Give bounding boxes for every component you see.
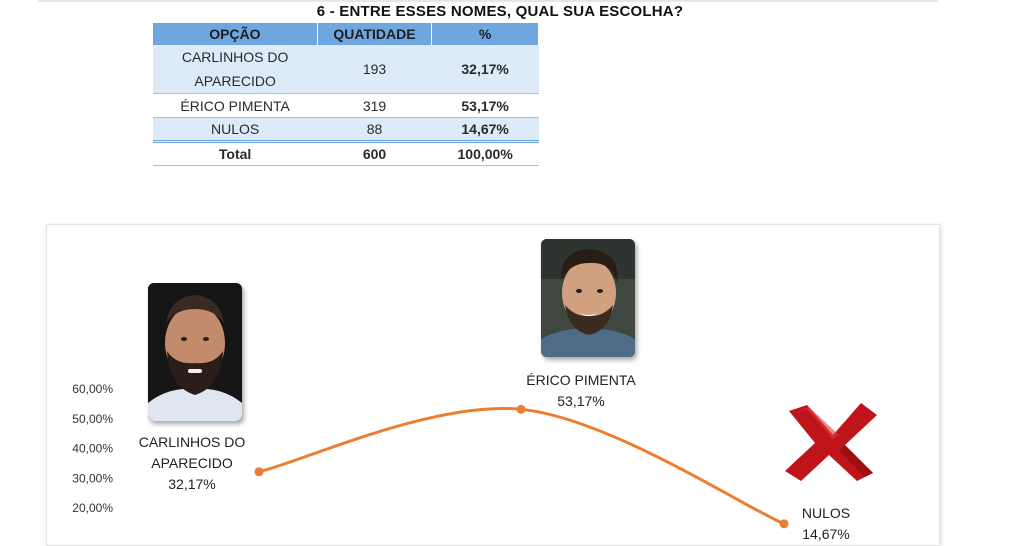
row-option-line1: CARLINHOS DO xyxy=(181,49,289,65)
line-chart: 20,00% 30,00% 40,00% 50,00% 60,00% CARLINHOS … xyxy=(72,372,850,542)
data-label-value: 14,67% xyxy=(802,526,849,542)
row-quantity: 193 xyxy=(317,45,432,94)
table-row: ÉRICO PIMENTA 319 53,17% xyxy=(153,93,539,118)
header-percent: % xyxy=(431,23,539,45)
data-label-category: NULOS xyxy=(802,505,850,521)
data-label-category: APARECIDO xyxy=(151,455,233,471)
row-option: ÉRICO PIMENTA xyxy=(153,93,318,118)
row-quantity: 319 xyxy=(317,93,432,118)
row-quantity: 88 xyxy=(317,117,432,142)
candidate-photo-carlinhos xyxy=(148,283,242,421)
top-divider xyxy=(38,0,938,2)
chart-card: 20,00% 30,00% 40,00% 50,00% 60,00% CARLINHOS … xyxy=(46,224,940,546)
data-label-category: CARLINHOS DO xyxy=(139,434,246,450)
header-option: OPÇÃO xyxy=(153,23,318,45)
y-tick-label: 40,00% xyxy=(72,442,113,456)
table-total-row: Total 600 100,00% xyxy=(153,140,539,166)
total-quantity: 600 xyxy=(317,140,432,166)
y-tick-label: 50,00% xyxy=(72,412,113,426)
data-point xyxy=(516,404,526,414)
candidate-photo-erico xyxy=(541,239,635,357)
data-point xyxy=(254,467,264,477)
row-percent: 14,67% xyxy=(431,117,539,142)
total-percent: 100,00% xyxy=(431,140,539,166)
total-label: Total xyxy=(153,140,318,166)
red-x-icon xyxy=(781,401,881,483)
data-label-category: ÉRICO PIMENTA xyxy=(526,372,636,388)
data-point xyxy=(779,519,789,529)
series-line xyxy=(258,406,785,526)
header-quantity: QUATIDADE xyxy=(317,23,433,45)
row-percent: 53,17% xyxy=(431,93,539,118)
data-label-value: 53,17% xyxy=(557,393,604,409)
y-tick-label: 30,00% xyxy=(72,471,113,485)
y-tick-label: 20,00% xyxy=(72,501,113,515)
page-title: 6 - ENTRE ESSES NOMES, QUAL SUA ESCOLHA? xyxy=(316,3,684,20)
row-option-line2: APARECIDO xyxy=(194,73,276,89)
row-percent: 32,17% xyxy=(431,45,539,94)
y-tick-label: 60,00% xyxy=(72,382,113,396)
table-row: NULOS 88 14,67% xyxy=(153,117,539,142)
data-label-value: 32,17% xyxy=(168,476,215,492)
table-header-row: OPÇÃO QUATIDADE % xyxy=(153,23,539,45)
row-option: CARLINHOS DO APARECIDO xyxy=(153,45,318,94)
results-table: OPÇÃO QUATIDADE % CARLINHOS DO APARECIDO… xyxy=(153,23,539,166)
row-option: NULOS xyxy=(153,117,318,142)
table-row: CARLINHOS DO APARECIDO 193 32,17% xyxy=(153,45,539,94)
